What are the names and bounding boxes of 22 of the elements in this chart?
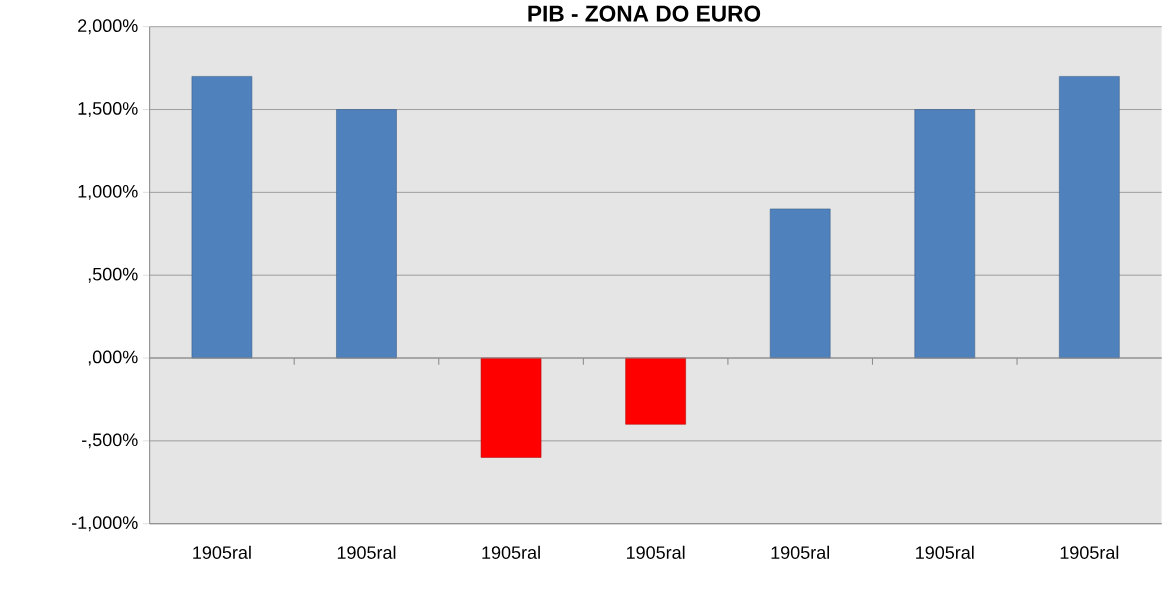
y-tick-label: -,500% — [82, 433, 138, 449]
y-tick-label: ,500% — [88, 267, 138, 283]
x-tick-label: 1905ral — [482, 545, 540, 559]
y-tick-label: 2,000% — [78, 19, 138, 35]
x-tick-label: 1905ral — [916, 545, 974, 559]
x-tick-label: 1905ral — [337, 545, 396, 559]
bar — [191, 76, 253, 359]
y-tick-label: ,000% — [88, 350, 138, 366]
bar — [1059, 76, 1120, 359]
bar — [769, 208, 831, 359]
y-tick-label: 1,000% — [78, 184, 138, 200]
y-tick-label: 1,500% — [78, 102, 138, 117]
bar — [336, 109, 397, 359]
chart-title: PIB - ZONA DO EURO — [528, 5, 761, 22]
y-tick-label: -1,000% — [72, 516, 138, 532]
x-tick-label: 1905ral — [193, 545, 251, 559]
bar — [914, 109, 976, 359]
bar — [480, 357, 542, 458]
x-tick-label: 1905ral — [626, 545, 685, 559]
bar — [625, 357, 686, 425]
x-tick-label: 1905ral — [1060, 545, 1119, 559]
x-tick-label: 1905ral — [771, 545, 830, 559]
